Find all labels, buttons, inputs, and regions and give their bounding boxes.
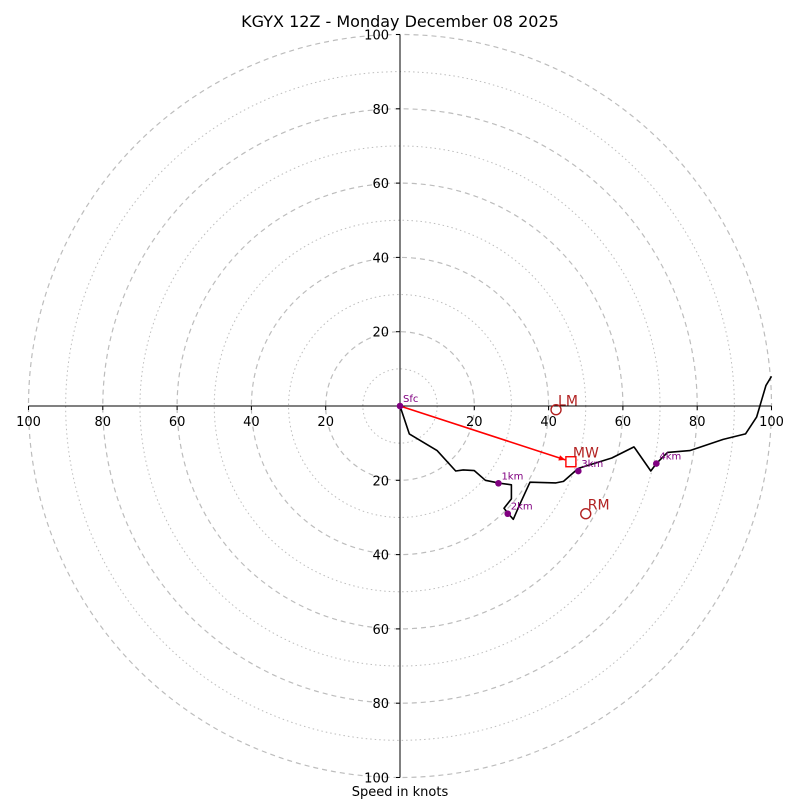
- tick-labels: 20 20 20 20 40 40 40 40 60 60 60 60 80 80 80 80 100 100 10…: [16, 29, 784, 787]
- height-label-sfc: Sfc: [403, 394, 418, 405]
- height-marker-sfc: [396, 402, 404, 410]
- tick-label-y-neg-100: 100: [364, 772, 389, 787]
- hodograph-line: [399, 375, 773, 521]
- tick-label-y-pos-80: 80: [372, 103, 389, 118]
- height-marker-1km: [495, 479, 502, 487]
- height-label-2km: 2km: [511, 502, 533, 513]
- tick-label-y-pos-20: 20: [372, 326, 389, 341]
- tick-label-y-pos-60: 60: [372, 177, 389, 192]
- hodograph-trace: [399, 375, 773, 521]
- storm-motion-label-rm: RM: [588, 498, 610, 514]
- tick-label-y-pos-100: 100: [364, 29, 389, 44]
- storm-motion-marker-mw: [565, 456, 577, 468]
- shear-vector-arrowhead: [558, 455, 566, 461]
- tick-label-x-pos-40: 40: [540, 415, 557, 430]
- tick-label-x-pos-100: 100: [759, 415, 784, 430]
- height-label-4km: 4km: [659, 452, 681, 463]
- tick-label-x-neg-40: 40: [243, 415, 260, 430]
- chart-title: KGYX 12Z - Monday December 08 2025: [241, 12, 559, 31]
- height-marker-3km: [575, 467, 582, 475]
- storm-motions: LM MW RM: [550, 394, 610, 520]
- height-label-1km: 1km: [501, 471, 523, 482]
- storm-motion-label-lm: LM: [558, 394, 578, 410]
- tick-label-y-neg-60: 60: [372, 623, 389, 638]
- height-markers: Sfc 1km 2km 3km 4km: [396, 394, 681, 518]
- tick-label-x-pos-80: 80: [689, 415, 706, 430]
- height-marker-2km: [504, 510, 512, 518]
- storm-motion-label-mw: MW: [573, 446, 599, 462]
- tick-label-y-neg-40: 40: [372, 549, 389, 564]
- tick-label-y-pos-40: 40: [372, 251, 389, 266]
- x-axis-label: Speed in knots: [352, 785, 449, 800]
- storm-motion-marker-rm: [580, 508, 592, 520]
- storm-motion-marker-lm: [550, 404, 562, 416]
- tick-label-y-neg-20: 20: [372, 474, 389, 489]
- shear-vector: [399, 405, 566, 461]
- tick-label-x-neg-20: 20: [317, 415, 334, 430]
- height-label-3km: 3km: [581, 459, 603, 470]
- tick-label-x-neg-80: 80: [95, 415, 112, 430]
- tick-label-y-neg-80: 80: [372, 697, 389, 712]
- tick-label-x-pos-20: 20: [466, 415, 483, 430]
- tick-label-x-neg-60: 60: [169, 415, 186, 430]
- tick-label-x-neg-100: 100: [16, 415, 41, 430]
- tick-label-x-pos-60: 60: [615, 415, 632, 430]
- height-marker-4km: [653, 460, 660, 467]
